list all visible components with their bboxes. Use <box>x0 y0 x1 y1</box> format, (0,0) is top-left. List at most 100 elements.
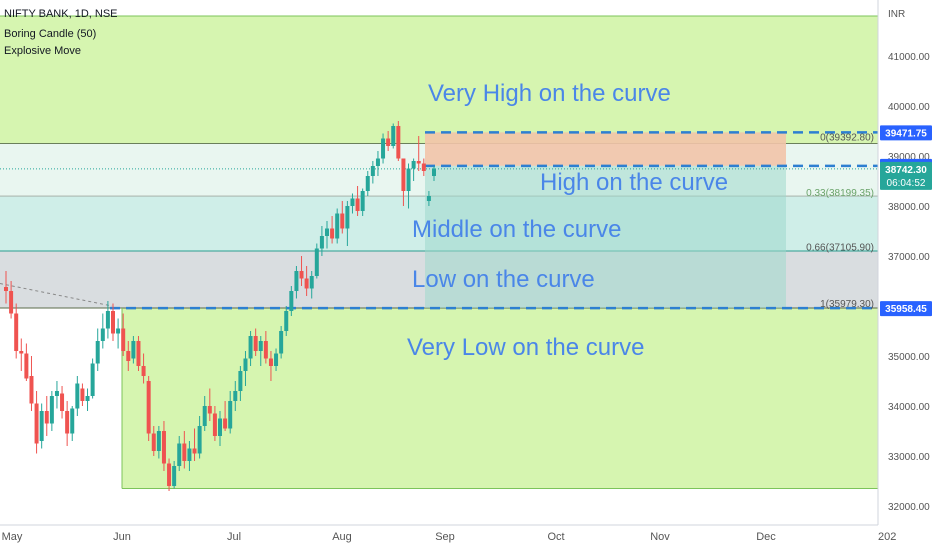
candle-body <box>182 443 187 461</box>
candle-body <box>340 213 345 229</box>
candle-body <box>156 431 161 451</box>
zone-label: Very Low on the curve <box>407 334 644 361</box>
candle-body <box>95 341 100 364</box>
candle-body <box>284 311 289 331</box>
candle-body <box>177 443 182 466</box>
zone-label: High on the curve <box>540 169 728 196</box>
indicator-boring-candle[interactable]: Boring Candle (50) <box>4 28 97 40</box>
fib-level-label: 1(35979.30) <box>820 299 874 310</box>
candle-body <box>319 236 324 249</box>
candle-body <box>167 463 172 486</box>
indicator-explosive-move[interactable]: Explosive Move <box>4 45 82 57</box>
candle-body <box>396 126 401 159</box>
y-tick-label: 35000.00 <box>888 352 930 363</box>
candle-body <box>44 411 49 424</box>
y-tick-label: 37000.00 <box>888 252 930 263</box>
candle-body <box>279 331 284 354</box>
fib-level-label: 0.33(38199.35) <box>806 188 874 199</box>
zone-label: Very High on the curve <box>428 80 671 107</box>
candle-body <box>294 271 299 291</box>
symbol-title[interactable]: NIFTY BANK, 1D, NSE <box>4 8 118 20</box>
candle-body <box>34 403 39 444</box>
candle-body <box>4 287 8 291</box>
fib-level-label: 0(39392.80) <box>820 132 874 143</box>
candle-body <box>421 163 426 171</box>
candle-body <box>65 411 70 434</box>
candle-body <box>360 191 365 211</box>
y-tick-label: 34000.00 <box>888 402 930 413</box>
candle-body <box>248 336 253 359</box>
price-tag <box>880 301 932 317</box>
y-tick-label: 39000.00 <box>888 152 930 163</box>
candle-body <box>309 276 314 289</box>
candle-body <box>131 341 136 359</box>
x-tick-label: Oct <box>547 531 564 543</box>
candle-body <box>263 341 268 359</box>
candle-body <box>151 433 156 451</box>
x-tick-label: Dec <box>756 531 776 543</box>
candle-body <box>335 213 340 239</box>
candle-body <box>432 168 436 176</box>
candle-body <box>365 176 370 191</box>
candle-body <box>24 353 29 379</box>
candle-body <box>19 351 24 354</box>
candle-body <box>411 161 416 169</box>
candle-body <box>161 431 166 464</box>
candle-body <box>85 396 90 401</box>
candle-body <box>406 168 411 191</box>
trend-line <box>0 283 113 307</box>
candle-body <box>299 271 304 279</box>
candle-body <box>80 388 85 401</box>
countdown-label: 06:04:52 <box>887 178 926 189</box>
price-tag-label: 39471.75 <box>885 128 927 139</box>
candle-body <box>304 278 309 289</box>
price-tag <box>880 125 932 141</box>
x-tick-label: Aug <box>332 531 352 543</box>
candle-body <box>325 228 329 236</box>
candle-body <box>187 448 192 461</box>
candle-body <box>375 158 380 166</box>
candle-body <box>90 363 95 396</box>
candle-body <box>391 126 396 146</box>
candle-body <box>192 448 197 454</box>
candle-body <box>274 353 279 366</box>
candle-body <box>350 198 355 206</box>
y-tick-label: 32000.00 <box>888 502 930 513</box>
candle-body <box>111 311 115 334</box>
candle-body <box>70 408 75 434</box>
candle-body <box>60 393 65 411</box>
zone-very-high <box>0 16 878 144</box>
price-axis-bg <box>878 0 932 550</box>
candle-body <box>253 336 258 351</box>
y-tick-label: 40000.00 <box>888 102 930 113</box>
fib-level-label: 0.66(37105.90) <box>806 243 874 254</box>
candle-body <box>386 138 391 146</box>
candle-body <box>100 328 105 341</box>
candle-body <box>29 376 34 404</box>
candle-body <box>116 328 121 334</box>
price-tag <box>880 161 932 190</box>
currency-label: INR <box>888 9 905 20</box>
candle-body <box>146 381 151 434</box>
candle-body <box>141 366 146 376</box>
candle-body <box>243 358 248 371</box>
y-tick-label: 38000.00 <box>888 202 930 213</box>
candle-body <box>289 291 294 311</box>
candle-body <box>381 138 386 159</box>
candle-body <box>202 406 207 426</box>
candle-body <box>75 383 80 409</box>
candle-body <box>14 313 19 351</box>
time-axis-bg <box>0 525 932 550</box>
candle-body <box>416 161 421 164</box>
zone-label: Low on the curve <box>412 266 595 293</box>
target-box <box>425 165 786 309</box>
candle-body <box>121 328 126 351</box>
x-tick-label: Jun <box>113 531 131 543</box>
candle-body <box>39 411 44 441</box>
x-tick-label: Sep <box>435 531 455 543</box>
candle-body <box>268 358 273 366</box>
candle-body <box>426 196 431 201</box>
candle-body <box>314 248 319 276</box>
candle-body <box>105 311 110 329</box>
